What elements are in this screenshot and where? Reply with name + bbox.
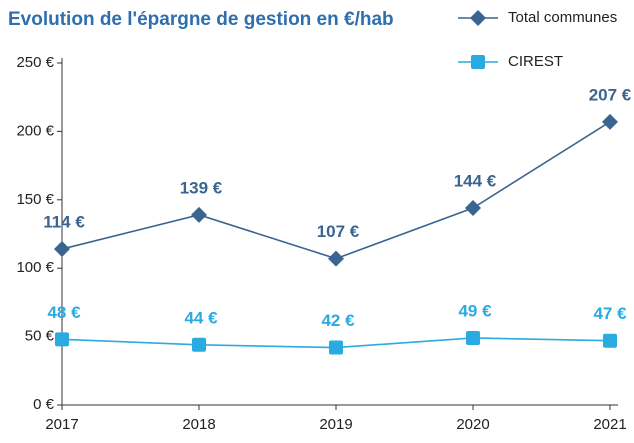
marker <box>602 113 618 130</box>
data-label: 207 € <box>589 85 632 104</box>
marker <box>603 333 617 348</box>
marker <box>191 206 207 223</box>
x-tick-label: 2021 <box>593 416 626 433</box>
y-tick-label: 50 € <box>25 328 55 345</box>
legend-marker <box>470 10 486 26</box>
legend-marker <box>471 55 485 69</box>
marker <box>328 250 344 267</box>
x-tick-label: 2017 <box>45 416 78 433</box>
x-tick-label: 2020 <box>456 416 489 433</box>
marker <box>465 200 481 217</box>
y-tick-label: 100 € <box>16 259 54 276</box>
y-tick-label: 250 € <box>16 54 54 71</box>
y-tick-label: 150 € <box>16 191 54 208</box>
data-label: 44 € <box>184 308 218 327</box>
data-label: 144 € <box>454 171 497 190</box>
chart-title: Evolution de l'épargne de gestion en €/h… <box>8 9 394 30</box>
legend-label: CIREST <box>508 53 563 70</box>
marker <box>55 332 69 347</box>
x-tick-label: 2019 <box>319 416 352 433</box>
y-tick-label: 0 € <box>33 396 55 413</box>
marker <box>329 340 343 355</box>
marker <box>54 241 70 258</box>
data-label: 47 € <box>593 304 627 323</box>
marker <box>192 337 206 352</box>
data-label: 42 € <box>321 311 355 330</box>
x-tick-label: 2018 <box>182 416 215 433</box>
data-label: 114 € <box>43 213 85 232</box>
y-tick-label: 200 € <box>16 122 54 139</box>
data-label: 49 € <box>458 301 492 320</box>
marker <box>466 330 480 345</box>
data-label: 139 € <box>180 178 223 197</box>
data-label: 107 € <box>317 222 360 241</box>
legend-label: Total communes <box>508 9 617 26</box>
data-label: 48 € <box>47 303 81 322</box>
